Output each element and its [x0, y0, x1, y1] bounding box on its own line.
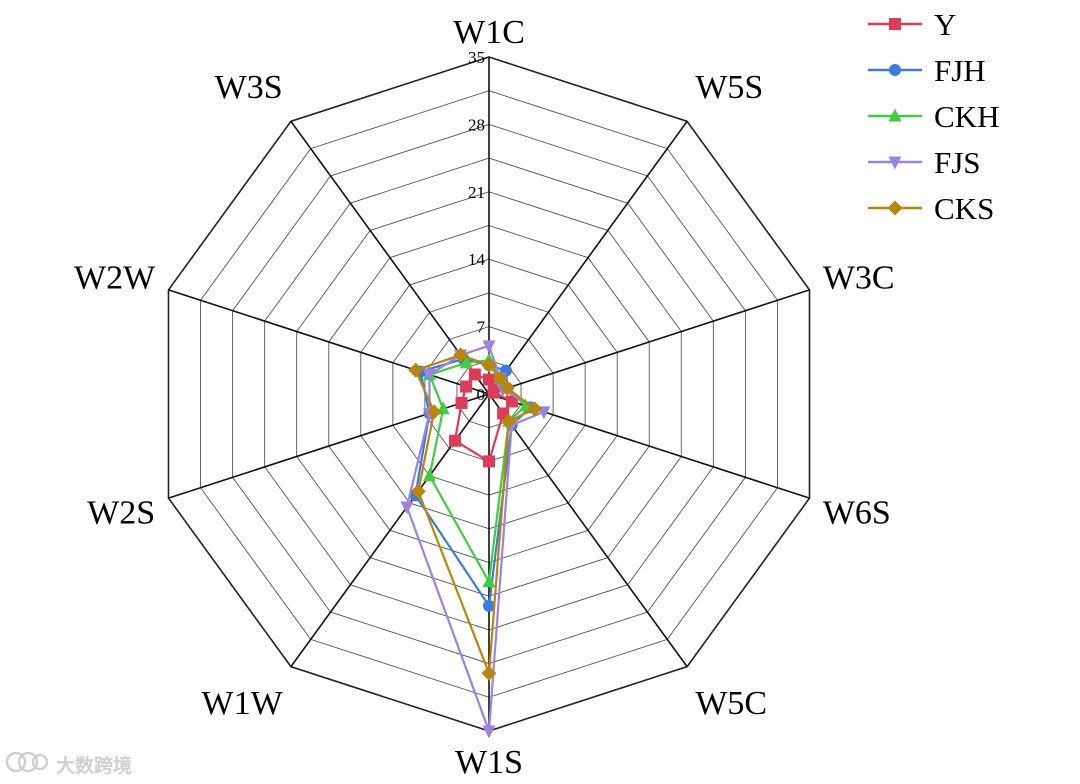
series-fjs	[400, 340, 551, 739]
data-point-ckh	[482, 574, 496, 588]
series-cks	[408, 347, 543, 681]
legend-marker-y	[889, 18, 901, 30]
legend-item-ckh: CKH	[868, 99, 999, 134]
spoke-line	[488, 120, 688, 395]
radial-tick-label: 28	[468, 115, 485, 134]
data-point-y	[505, 395, 518, 408]
category-label-w1w: W1W	[201, 685, 283, 722]
data-point-fjs	[482, 340, 496, 354]
data-point-y	[483, 455, 495, 468]
data-point-cks	[499, 380, 515, 396]
category-label-w5c: W5C	[695, 685, 767, 722]
data-point-cks	[426, 404, 442, 420]
legend-label-ckh: CKH	[934, 99, 999, 134]
spoke-line	[488, 393, 688, 668]
data-point-y	[468, 368, 481, 381]
legend-marker-fjh	[889, 64, 901, 76]
brand-logo-icon	[5, 751, 49, 773]
category-labels: W1C W5S W3C W6S W5C W1S W1W W2S W2W W3S	[74, 14, 895, 781]
spoke-line	[290, 120, 490, 395]
legend-item-cks: CKS	[868, 191, 994, 226]
category-label-w2s: W2S	[87, 495, 155, 532]
category-label-w5s: W5S	[695, 69, 763, 106]
data-point-ckh	[423, 468, 437, 482]
category-label-w1s: W1S	[455, 744, 523, 781]
radial-tick-label: 35	[468, 48, 485, 67]
radar-spokes	[168, 57, 810, 731]
radial-tick-label: 14	[468, 250, 486, 269]
legend-marker-fjs	[888, 156, 902, 170]
category-label-w3c: W3C	[823, 259, 895, 296]
data-point-fjs	[482, 725, 496, 739]
legend: Y FJH CKH FJS CKS	[868, 7, 999, 226]
category-label-w6s: W6S	[823, 495, 891, 532]
legend-label-cks: CKS	[934, 191, 994, 226]
data-point-cks	[410, 483, 426, 499]
data-series	[400, 340, 551, 739]
legend-item-fjs: FJS	[868, 145, 981, 180]
data-point-cks	[453, 347, 469, 363]
data-point-fjh	[483, 599, 495, 612]
legend-marker-cks	[887, 200, 903, 216]
data-point-ckh	[459, 355, 473, 369]
data-point-fjs	[400, 501, 414, 515]
radial-tick-label: 7	[477, 318, 486, 337]
legend-marker-ckh	[888, 108, 902, 122]
radial-tick-labels: 0 7 14 21 28 35	[468, 48, 486, 404]
data-point-y	[449, 434, 462, 447]
category-label-w2w: W2W	[74, 259, 156, 296]
radial-tick-label: 21	[468, 183, 485, 202]
category-label-w1c: W1C	[453, 14, 525, 51]
data-point-y	[460, 380, 473, 393]
data-point-cks	[481, 665, 497, 681]
data-point-cks	[408, 362, 424, 378]
radial-tick-label: 0	[477, 385, 486, 404]
data-point-cks	[527, 401, 543, 417]
data-point-cks	[481, 357, 497, 373]
legend-item-y: Y	[868, 7, 956, 42]
legend-label-y: Y	[934, 7, 956, 42]
watermark: 大数跨境	[5, 751, 132, 777]
category-label-w3s: W3S	[215, 69, 283, 106]
series-y	[449, 368, 518, 468]
data-point-fjs	[422, 369, 436, 383]
data-point-cks	[501, 413, 517, 429]
legend-item-fjh: FJH	[868, 53, 986, 88]
legend-label-fjs: FJS	[934, 145, 981, 180]
data-point-cks	[492, 370, 508, 386]
data-point-y	[455, 396, 468, 409]
spoke-line	[168, 289, 490, 395]
watermark-text: 大数跨境	[56, 754, 132, 777]
spoke-line	[488, 289, 810, 395]
data-point-y	[487, 386, 500, 399]
legend-label-fjh: FJH	[934, 53, 986, 88]
